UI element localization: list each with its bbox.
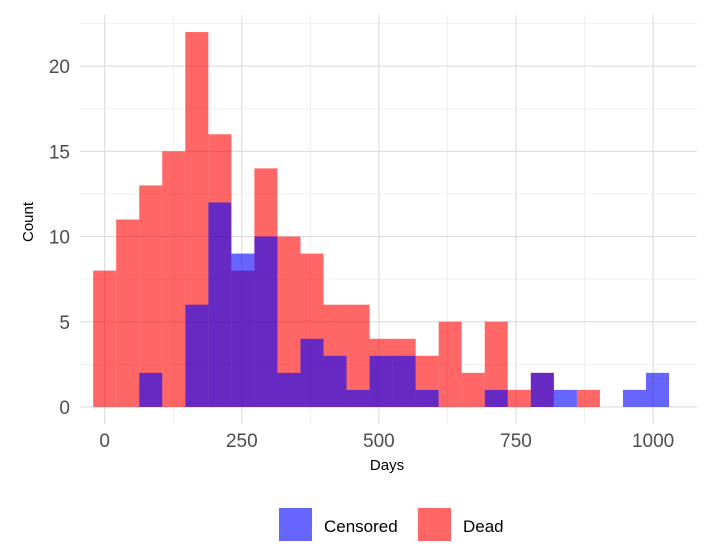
bar-censored: [369, 355, 393, 407]
x-tick-label: 750: [500, 431, 532, 452]
y-tick-label: 5: [59, 313, 70, 334]
y-tick-label: 0: [59, 398, 70, 419]
x-axis-tick-labels: 0 250 500 750 1000: [99, 431, 674, 452]
bar-dead: [438, 321, 462, 407]
bar-dead: [576, 389, 600, 407]
bar-dead: [116, 219, 140, 407]
x-tick-label: 250: [226, 431, 258, 452]
bar-censored: [231, 253, 255, 407]
series-dead-bars: [93, 32, 600, 407]
x-tick-label: 1000: [632, 431, 674, 452]
bar-censored: [323, 355, 347, 407]
bar-censored: [300, 338, 324, 407]
y-tick-label: 15: [49, 142, 70, 163]
legend: Censored Dead: [279, 508, 504, 541]
bar-censored: [139, 372, 163, 407]
y-tick-label: 20: [49, 57, 70, 78]
watermark-text: https://blog.csdn.net/qq_19600291: [501, 526, 716, 542]
legend-swatch-censored: [279, 508, 312, 541]
bar-dead: [461, 372, 485, 407]
bar-dead: [484, 321, 508, 407]
bar-censored: [346, 389, 370, 407]
legend-label-censored: Censored: [324, 517, 398, 536]
bar-censored: [185, 304, 209, 407]
y-axis-title: Count: [20, 201, 37, 242]
bar-censored: [254, 236, 278, 407]
bar-censored: [415, 389, 439, 407]
x-tick-label: 0: [99, 431, 110, 452]
bar-dead: [139, 185, 163, 407]
x-axis-title: Days: [370, 457, 404, 474]
y-axis-tick-labels: 0 5 10 15 20: [49, 57, 70, 419]
bar-dead: [507, 389, 531, 407]
legend-swatch-dead: [418, 508, 451, 541]
grid-major: [80, 15, 697, 424]
bar-censored: [208, 202, 232, 407]
bar-censored: [530, 372, 554, 407]
x-tick-label: 500: [363, 431, 395, 452]
bar-dead: [277, 236, 301, 407]
bar-censored: [277, 372, 301, 407]
bar-censored: [622, 389, 646, 407]
bar-dead: [93, 270, 117, 407]
bar-censored: [553, 389, 577, 407]
bar-dead: [346, 304, 370, 407]
series-censored-bars: [139, 202, 670, 407]
bar-dead: [162, 151, 186, 407]
y-tick-label: 10: [49, 228, 70, 249]
legend-label-dead: Dead: [463, 517, 504, 536]
bar-censored: [645, 372, 670, 407]
bar-censored: [392, 355, 416, 407]
bar-censored: [484, 389, 508, 407]
